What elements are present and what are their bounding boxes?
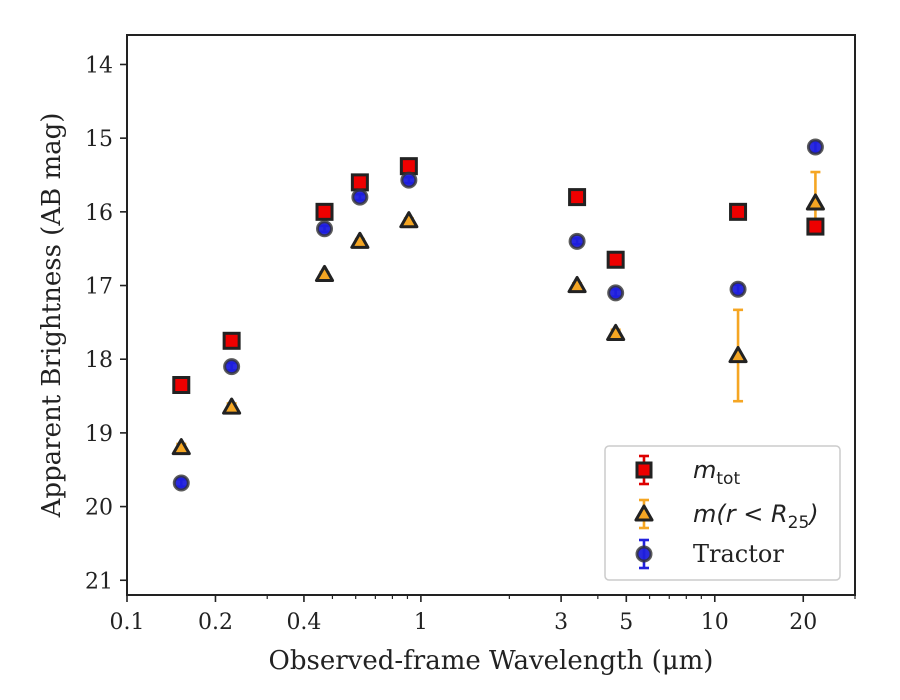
y-tick-label-16: 16	[85, 201, 113, 226]
x-tick-label-10: 10	[701, 610, 729, 635]
y-tick-label-15: 15	[85, 127, 113, 152]
x-tick-label-0.1: 0.1	[110, 610, 145, 635]
legend-label-tractor: Tractor	[693, 540, 784, 568]
point-mtot-3	[350, 173, 369, 192]
legend-box	[604, 445, 841, 581]
legend-label-mtot-sub: tot	[716, 469, 740, 489]
legend-markers	[634, 454, 654, 570]
x-axis-label: Observed-frame Wavelength (μm)	[269, 646, 714, 676]
data-markers	[171, 138, 825, 492]
point-m-r25-7	[728, 345, 748, 364]
legend-label-m-r25-close: )	[807, 500, 818, 528]
axis-ticks: 0.1 0.2 0.4 1 3 5 10 20 14 15 16 17 18 19 20 21	[85, 53, 856, 635]
point-mtot-2	[315, 202, 334, 221]
y-tick-label-17: 17	[85, 275, 113, 300]
point-mtot-1	[222, 331, 241, 350]
point-m-r25-1	[222, 397, 242, 415]
point-mtot-5	[568, 188, 587, 207]
legend-marker-mtot	[635, 461, 653, 479]
point-m-r25-3	[350, 231, 370, 249]
point-tractor-6	[607, 284, 625, 302]
x-tick-label-20: 20	[789, 610, 817, 635]
legend: mtot m(r < R25) Tractor	[604, 445, 841, 581]
x-tick-label-0.4: 0.4	[286, 610, 321, 635]
y-axis-label: Apparent Brightness (AB mag)	[37, 113, 67, 519]
x-tick-label-3: 3	[554, 610, 568, 635]
point-m-r25-2	[314, 264, 335, 283]
legend-marker-tractor	[635, 545, 653, 563]
point-m-r25-4	[399, 211, 419, 229]
y-tick-label-18: 18	[85, 348, 113, 373]
point-m-r25-0	[171, 438, 191, 456]
point-m-r25-6	[606, 323, 626, 341]
point-mtot-6	[606, 250, 625, 269]
point-tractor-4	[400, 171, 418, 189]
y-tick-label-21: 21	[85, 569, 113, 594]
x-tick-label-1: 1	[414, 610, 428, 635]
x-tick-label-5: 5	[619, 610, 633, 635]
legend-label-mtot-base: m	[693, 456, 716, 484]
point-tractor-1	[223, 358, 241, 376]
point-mtot-7	[729, 202, 748, 221]
legend-label-m-r25: m(r < R25)	[693, 500, 819, 533]
y-tick-label-14: 14	[85, 53, 113, 78]
error-bars	[176, 140, 821, 488]
point-tractor-0	[172, 474, 190, 492]
plot-frame	[126, 34, 856, 596]
point-mtot-8	[806, 217, 825, 236]
point-tractor-5	[568, 232, 586, 250]
legend-label-m-r25-sub: 25	[788, 513, 810, 533]
point-tractor-3	[351, 188, 369, 206]
y-tick-label-20: 20	[85, 496, 113, 521]
legend-marker-m-r25	[634, 504, 654, 522]
x-tick-label-0.2: 0.2	[198, 610, 233, 635]
point-m-r25-8	[805, 193, 825, 211]
point-mtot-0	[172, 376, 191, 394]
legend-label-m-r25-base: m(r < R	[693, 500, 788, 528]
point-tractor-7	[729, 280, 747, 298]
point-mtot-4	[399, 157, 418, 176]
legend-label-mtot: mtot	[693, 456, 740, 489]
y-tick-label-19: 19	[85, 422, 113, 447]
point-m-r25-5	[567, 275, 587, 294]
point-tractor-2	[316, 220, 334, 238]
point-tractor-8	[806, 138, 824, 156]
